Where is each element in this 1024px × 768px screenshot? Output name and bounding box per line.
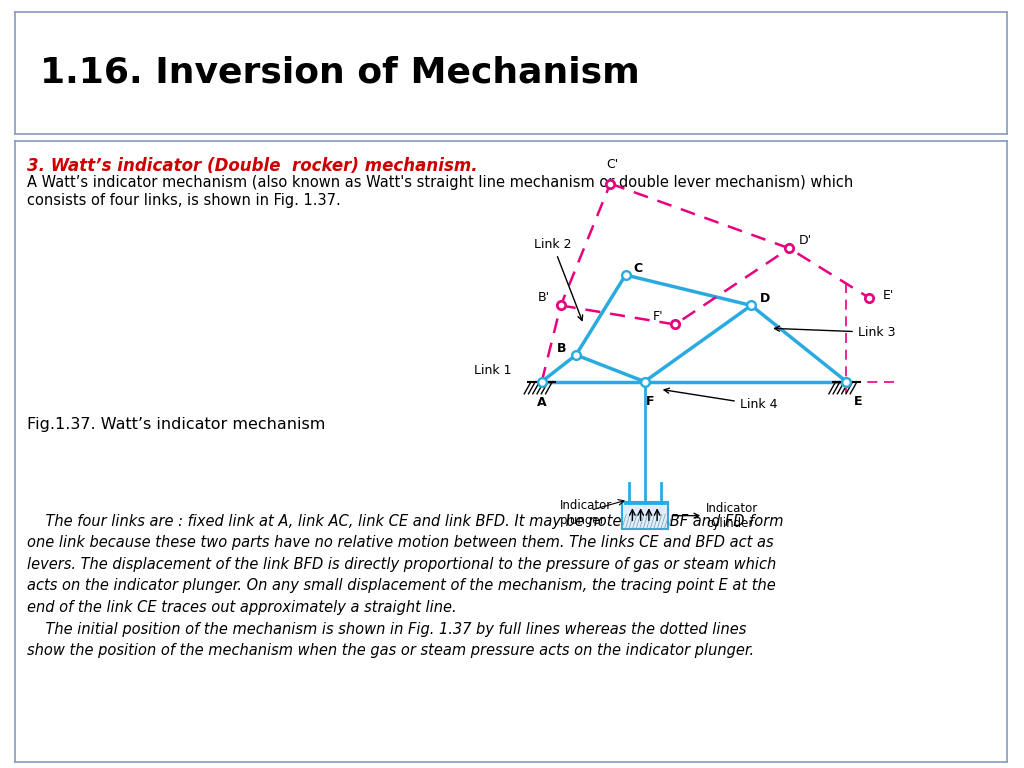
Text: Fig.1.37. Watt’s indicator mechanism: Fig.1.37. Watt’s indicator mechanism	[28, 418, 326, 432]
Text: Indicator
plunger: Indicator plunger	[560, 499, 612, 527]
Text: E: E	[854, 395, 863, 408]
Text: A Watt’s indicator mechanism (also known as Watt's straight line mechanism or do: A Watt’s indicator mechanism (also known…	[28, 175, 854, 190]
Text: C': C'	[606, 158, 618, 171]
Text: 1.16. Inversion of Mechanism: 1.16. Inversion of Mechanism	[40, 56, 640, 90]
Text: C: C	[633, 262, 642, 275]
Text: Link 4: Link 4	[665, 388, 777, 411]
Bar	[622, 502, 668, 529]
Text: E': E'	[883, 290, 894, 303]
Text: D': D'	[799, 234, 812, 247]
Text: Link 2: Link 2	[535, 238, 583, 320]
Text: 3. Watt’s indicator (Double  rocker) mechanism.: 3. Watt’s indicator (Double rocker) mech…	[28, 157, 478, 175]
Text: B': B'	[538, 291, 550, 304]
Text: The four links are : fixed link at A, link AC, link CE and link BFD. It may be n: The four links are : fixed link at A, li…	[28, 514, 783, 658]
Text: Link 3: Link 3	[774, 326, 895, 339]
Text: B: B	[557, 342, 566, 355]
Text: consists of four links, is shown in Fig. 1.37.: consists of four links, is shown in Fig.…	[28, 194, 341, 208]
Text: Indicator
cylinder: Indicator cylinder	[673, 502, 758, 530]
Text: Link 1: Link 1	[474, 365, 511, 377]
Text: A: A	[537, 396, 547, 409]
Text: D: D	[760, 292, 770, 305]
Text: F': F'	[652, 310, 664, 323]
Text: F: F	[646, 395, 654, 408]
